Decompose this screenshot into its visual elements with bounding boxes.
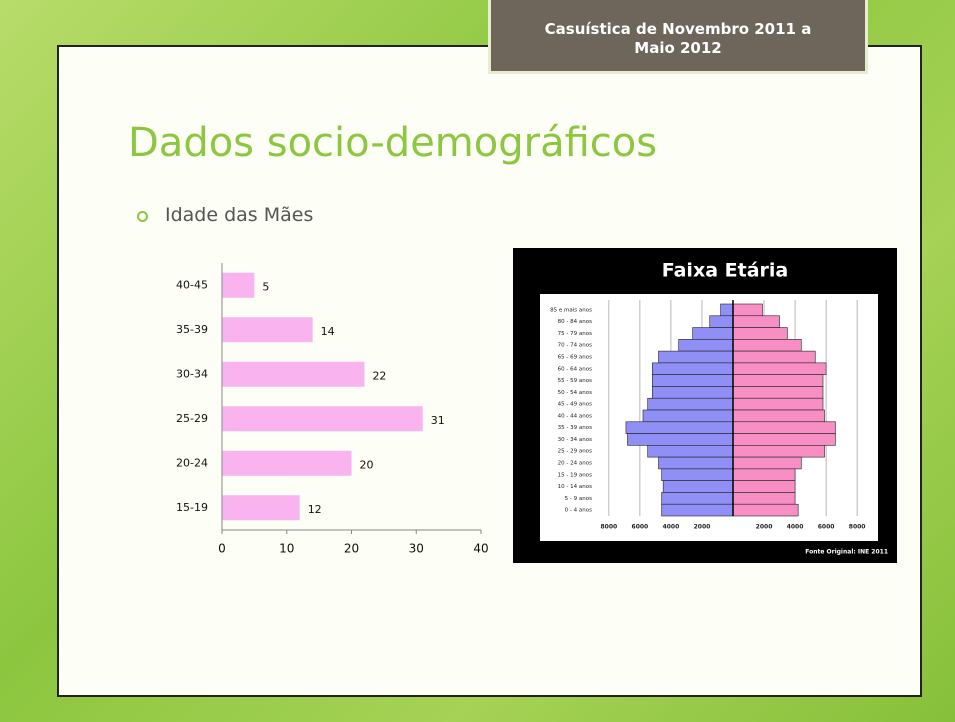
x-tick-label: 40 [473, 542, 488, 556]
y-tick-label: 25-29 [176, 412, 208, 425]
x-tick-label: 8000 [601, 524, 618, 531]
bar [732, 374, 824, 387]
bullet: Idade das Mães [165, 204, 314, 226]
x-tick-label: 2000 [756, 524, 773, 531]
y-tick-label: 70 - 74 anos [558, 343, 592, 349]
bar [678, 339, 734, 352]
bar [732, 433, 836, 446]
bar [661, 468, 734, 481]
bar [732, 327, 788, 340]
y-tick-label: 35-39 [176, 323, 208, 336]
data-label: 5 [262, 280, 269, 293]
data-label: 22 [372, 369, 386, 382]
bar [709, 315, 734, 328]
bar [652, 362, 734, 375]
bar [642, 409, 734, 423]
bar [627, 433, 734, 446]
x-tick-label: 6000 [818, 524, 835, 531]
y-tick-label: 15-19 [176, 501, 208, 514]
y-tick-label: 30 - 34 anos [558, 437, 592, 443]
bar [222, 495, 300, 521]
header: Casuística de Novembro 2011 a Maio 2012 [488, 0, 868, 74]
y-tick-label: 0 - 4 anos [565, 508, 592, 514]
y-tick-label: 60 - 64 anos [558, 366, 592, 372]
bar [720, 303, 734, 317]
data-label: 14 [321, 325, 335, 338]
bar [658, 350, 734, 364]
bar [647, 397, 734, 411]
y-tick-label: 85 e mais anos [550, 307, 592, 313]
data-label: 20 [360, 458, 374, 471]
bar [732, 303, 763, 317]
slide-title: Dados socio-demográficos [128, 120, 658, 166]
bar [662, 480, 734, 493]
bar [732, 456, 802, 470]
bar [625, 421, 734, 434]
y-tick-label: 75 - 79 anos [558, 331, 592, 337]
bar [732, 503, 799, 517]
bar [732, 409, 825, 423]
y-tick-label: 45 - 49 anos [558, 402, 592, 408]
bar [652, 386, 734, 399]
bar [652, 374, 734, 387]
y-tick-label: 80 - 84 anos [558, 319, 592, 325]
y-tick-label: 15 - 19 anos [558, 472, 592, 478]
bar [732, 480, 796, 493]
bar [222, 450, 352, 476]
y-tick-label: 40-45 [176, 278, 208, 291]
x-tick-label: 8000 [849, 524, 866, 531]
bullet-marker [137, 211, 148, 222]
bar [658, 456, 734, 470]
bar [732, 339, 802, 352]
y-tick-label: 5 - 9 anos [565, 496, 592, 502]
x-tick-label: 4000 [787, 524, 804, 531]
x-tick-label: 30 [409, 542, 424, 556]
bar [732, 445, 825, 458]
y-tick-label: 55 - 59 anos [558, 378, 592, 384]
y-tick-label: 35 - 39 anos [558, 425, 592, 431]
y-tick-label: 10 - 14 anos [558, 484, 592, 490]
bar [222, 361, 365, 387]
x-tick-label: 0 [218, 542, 226, 556]
bar [732, 315, 780, 328]
y-tick-label: 50 - 54 anos [558, 390, 592, 396]
y-tick-label: 20 - 24 anos [558, 461, 592, 467]
data-label: 12 [308, 503, 322, 516]
y-tick-label: 25 - 29 anos [558, 449, 592, 455]
bar [732, 386, 824, 399]
bar [222, 406, 423, 432]
bar [661, 492, 734, 505]
chart-title: Faixa Etária [662, 260, 788, 282]
bar [732, 350, 816, 364]
bar [692, 327, 734, 340]
bar [661, 503, 734, 517]
source: Fonte Original: INE 2011 [805, 549, 888, 556]
x-tick-label: 10 [279, 542, 294, 556]
bar [732, 492, 796, 505]
bar [732, 468, 796, 481]
x-tick-label: 6000 [632, 524, 649, 531]
bar [222, 317, 313, 343]
x-tick-label: 20 [344, 542, 359, 556]
bar [222, 272, 255, 298]
bar [732, 421, 836, 434]
bar [647, 445, 734, 458]
y-tick-label: 20-24 [176, 456, 208, 469]
y-tick-label: 40 - 44 anos [558, 413, 592, 419]
data-label: 31 [431, 414, 445, 427]
bar [732, 362, 827, 375]
x-tick-label: 4000 [663, 524, 680, 531]
y-tick-label: 30-34 [176, 367, 208, 380]
x-tick-label: 2000 [694, 524, 711, 531]
bar [732, 397, 824, 411]
y-tick-label: 65 - 69 anos [558, 355, 592, 361]
